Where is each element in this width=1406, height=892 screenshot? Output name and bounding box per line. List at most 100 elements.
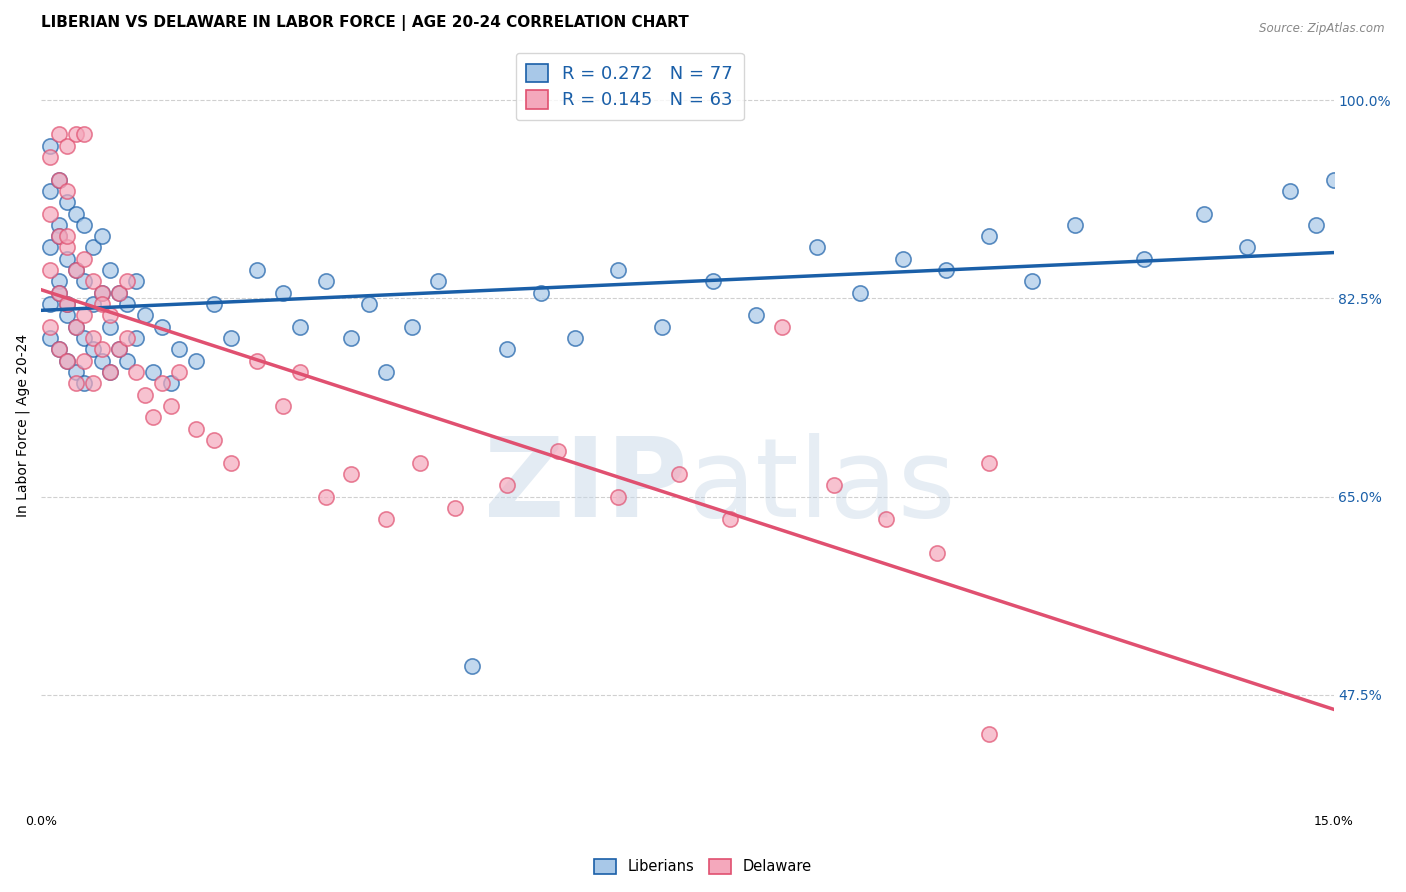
Point: [90, 285, 112, 300]
Text: ZIP: ZIP: [484, 434, 688, 541]
Point: [125, 331, 148, 345]
Point: [1021, 275, 1043, 289]
Point: [98, 309, 121, 323]
Point: [73, 331, 96, 345]
Point: [39, 319, 62, 334]
Point: [219, 331, 242, 345]
Point: [39, 240, 62, 254]
Point: [125, 275, 148, 289]
Point: [48, 343, 70, 357]
Point: [117, 275, 139, 289]
Point: [1322, 172, 1344, 186]
Point: [65, 319, 87, 334]
Point: [90, 343, 112, 357]
Point: [82, 240, 104, 254]
Point: [65, 319, 87, 334]
Point: [65, 206, 87, 220]
Point: [142, 365, 165, 379]
Point: [108, 343, 131, 357]
Point: [935, 263, 957, 277]
Point: [246, 263, 269, 277]
Point: [443, 500, 465, 515]
Point: [108, 285, 131, 300]
Point: [65, 263, 87, 277]
Point: [745, 309, 768, 323]
Point: [848, 285, 870, 300]
Point: [1064, 218, 1087, 232]
Point: [56, 297, 79, 311]
Point: [39, 263, 62, 277]
Point: [142, 410, 165, 425]
Point: [48, 218, 70, 232]
Point: [409, 456, 432, 470]
Point: [159, 376, 181, 391]
Point: [977, 229, 1000, 244]
Point: [73, 252, 96, 266]
Y-axis label: In Labor Force | Age 20-24: In Labor Force | Age 20-24: [15, 334, 30, 517]
Point: [875, 512, 897, 526]
Point: [56, 309, 79, 323]
Point: [374, 512, 396, 526]
Legend: R = 0.272   N = 77, R = 0.145   N = 63: R = 0.272 N = 77, R = 0.145 N = 63: [516, 53, 744, 120]
Point: [65, 263, 87, 277]
Point: [1279, 184, 1302, 198]
Point: [186, 353, 208, 368]
Point: [39, 206, 62, 220]
Point: [39, 150, 62, 164]
Point: [202, 433, 225, 447]
Point: [288, 319, 311, 334]
Point: [82, 376, 104, 391]
Point: [90, 297, 112, 311]
Point: [65, 376, 87, 391]
Legend: Liberians, Delaware: Liberians, Delaware: [588, 853, 818, 880]
Point: [117, 353, 139, 368]
Point: [927, 546, 949, 560]
Point: [495, 478, 517, 492]
Point: [134, 309, 156, 323]
Point: [564, 331, 586, 345]
Point: [159, 399, 181, 413]
Point: [73, 128, 96, 142]
Point: [82, 297, 104, 311]
Point: [39, 331, 62, 345]
Point: [98, 263, 121, 277]
Point: [48, 285, 70, 300]
Point: [271, 399, 294, 413]
Point: [98, 319, 121, 334]
Point: [56, 353, 79, 368]
Point: [1194, 206, 1216, 220]
Point: [56, 195, 79, 210]
Point: [73, 353, 96, 368]
Point: [73, 309, 96, 323]
Point: [56, 240, 79, 254]
Point: [56, 229, 79, 244]
Point: [288, 365, 311, 379]
Point: [495, 343, 517, 357]
Point: [48, 275, 70, 289]
Point: [39, 297, 62, 311]
Point: [702, 275, 724, 289]
Point: [547, 444, 569, 458]
Point: [150, 376, 173, 391]
Point: [1305, 218, 1327, 232]
Point: [357, 297, 380, 311]
Point: [65, 365, 87, 379]
Point: [98, 365, 121, 379]
Point: [48, 229, 70, 244]
Point: [1236, 240, 1258, 254]
Point: [607, 490, 630, 504]
Point: [56, 353, 79, 368]
Point: [48, 343, 70, 357]
Point: [82, 343, 104, 357]
Point: [108, 343, 131, 357]
Point: [891, 252, 914, 266]
Text: Source: ZipAtlas.com: Source: ZipAtlas.com: [1260, 22, 1385, 36]
Point: [56, 184, 79, 198]
Point: [48, 128, 70, 142]
Point: [530, 285, 553, 300]
Point: [48, 229, 70, 244]
Point: [340, 331, 363, 345]
Point: [315, 275, 337, 289]
Point: [246, 353, 269, 368]
Point: [73, 376, 96, 391]
